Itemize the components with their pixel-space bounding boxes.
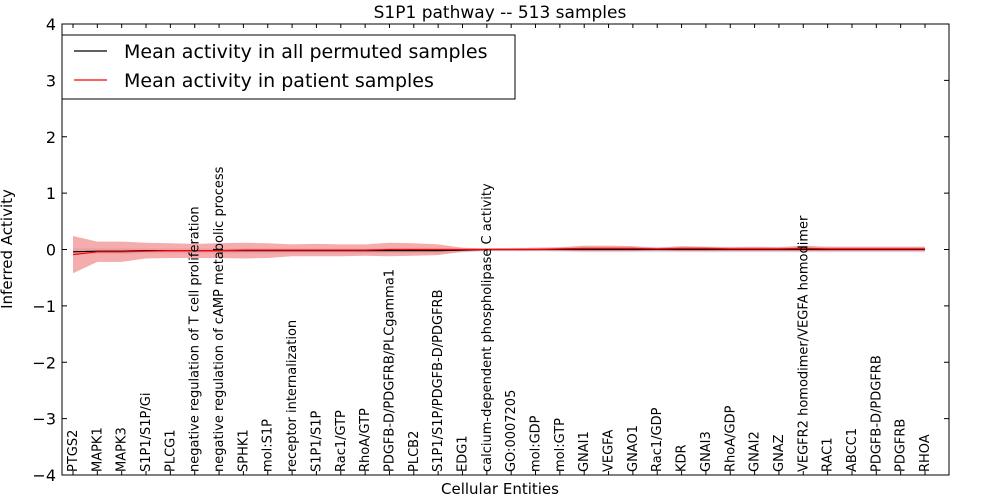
x-tick-label: mol:S1P xyxy=(261,419,276,472)
y-tick-label: 1 xyxy=(46,184,56,203)
x-tick-label: RhoA/GDP xyxy=(723,405,738,472)
x-tick-label: PLCB2 xyxy=(407,431,422,472)
series-line-patient xyxy=(72,247,925,256)
y-axis: −4 −3 −2 −1 0 1 2 3 4 xyxy=(32,15,949,485)
x-tick-label: mol:GDP xyxy=(529,415,544,472)
y-tick-label: −4 xyxy=(32,466,56,485)
legend-label-permuted: Mean activity in all permuted samples xyxy=(124,41,487,63)
x-tick-label: PTGS2 xyxy=(66,430,81,472)
y-tick-label: −1 xyxy=(32,297,56,316)
y-tick-label: 3 xyxy=(46,71,56,90)
x-tick-label: RhoA/GTP xyxy=(358,408,373,472)
band-patient xyxy=(73,236,925,274)
x-tick-label: Rac1/GDP xyxy=(650,407,665,472)
x-tick-label: VEGFR2 homodimer/VEGFA homodimer xyxy=(796,215,811,472)
x-axis-label: Cellular Entities xyxy=(441,480,559,498)
y-axis-label: Inferred Activity xyxy=(0,189,16,309)
x-tick-label: PDGFRB xyxy=(894,419,909,472)
x-tick-label: KDR xyxy=(675,444,690,472)
x-tick-label: S1P1/S1P xyxy=(309,410,324,472)
x-tick-label: receptor internalization xyxy=(285,320,300,472)
x-tick-label: EDG1 xyxy=(455,435,470,472)
x-tick-label: S1P1/S1P/Gi xyxy=(139,393,154,472)
x-tick-label: GO:0007205 xyxy=(504,390,519,472)
x-tick-label: RAC1 xyxy=(821,437,836,472)
legend: Mean activity in all permuted samples Me… xyxy=(61,34,516,100)
chart-title: S1P1 pathway -- 513 samples xyxy=(374,3,627,23)
y-tick-label: −3 xyxy=(32,410,56,429)
x-tick-label: GNAZ xyxy=(772,434,787,472)
x-tick-label: PLCG1 xyxy=(163,429,178,472)
x-tick-label: RHOA xyxy=(918,434,933,472)
x-tick-label: GNAO1 xyxy=(626,425,641,472)
x-tick-label: calcium-dependent phospholipase C activi… xyxy=(480,183,495,472)
x-tick-label: MAPK3 xyxy=(115,427,130,472)
legend-frame xyxy=(61,34,516,100)
y-tick-label: 0 xyxy=(46,241,56,260)
x-tick-label: mol:GTP xyxy=(553,418,568,472)
y-tick-label: −2 xyxy=(32,353,56,372)
x-axis: PTGS2 MAPK1 MAPK3 S1P1/S1P/Gi PLCG1 negative … xyxy=(66,24,933,475)
x-tick-label: ABCC1 xyxy=(845,428,860,472)
x-tick-label: GNAI1 xyxy=(577,431,592,472)
x-tick-label: GNAI2 xyxy=(748,431,763,472)
y-tick-label: 4 xyxy=(46,15,56,34)
x-tick-label: Rac1/GTP xyxy=(334,410,349,472)
x-tick-label: PDGFB-D/PDGFRB/PLCgamma1 xyxy=(382,269,397,472)
series-lines xyxy=(72,247,925,256)
x-tick-label: PDGFB-D/PDGFRB xyxy=(869,355,884,472)
x-tick-label: MAPK1 xyxy=(90,427,105,472)
x-tick-label: VEGFA xyxy=(602,430,617,472)
x-tick-label: S1P1/S1P/PDGFB-D/PDGFRB xyxy=(431,289,446,472)
legend-label-patient: Mean activity in patient samples xyxy=(124,70,434,92)
y-tick-label: 2 xyxy=(46,128,56,147)
x-tick-label: negative regulation of T cell proliferat… xyxy=(188,206,203,472)
x-tick-label: GNAI3 xyxy=(699,431,714,472)
x-tick-label: negative regulation of cAMP metabolic pr… xyxy=(212,166,227,472)
x-tick-label: SPHK1 xyxy=(236,429,251,472)
